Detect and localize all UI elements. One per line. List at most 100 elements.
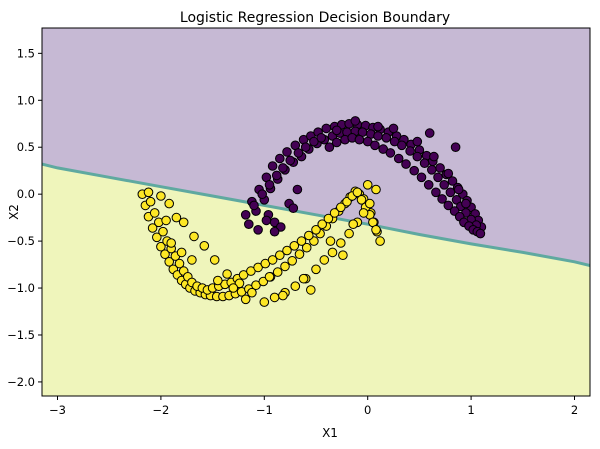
data-point-class-0 [278, 163, 288, 173]
data-point-class-0 [244, 219, 254, 229]
x-tick-label: −1 [256, 403, 273, 417]
data-point-class-0 [331, 125, 342, 136]
data-point-class-1 [145, 196, 156, 207]
data-point-class-0 [288, 203, 299, 213]
data-point-class-1 [311, 225, 321, 235]
data-point-class-1 [348, 219, 359, 229]
data-point-class-1 [264, 272, 275, 282]
data-point-class-0 [393, 153, 404, 164]
y-tick-label: 1.5 [17, 46, 35, 60]
data-point-class-1 [275, 250, 285, 260]
data-point-class-1 [213, 275, 223, 286]
data-point-class-0 [292, 184, 303, 195]
data-point-class-1 [222, 269, 232, 279]
data-point-class-1 [352, 187, 363, 198]
data-point-class-1 [319, 255, 330, 265]
data-point-class-0 [271, 170, 282, 181]
data-point-class-1 [338, 250, 348, 260]
data-point-class-0 [412, 136, 423, 147]
data-point-class-0 [373, 121, 383, 132]
data-point-class-0 [269, 226, 280, 237]
data-point-class-0 [429, 151, 439, 162]
points-layer [137, 116, 487, 307]
data-point-class-0 [424, 128, 435, 138]
data-point-class-1 [306, 285, 316, 295]
plot-area [42, 28, 590, 396]
data-point-class-0 [381, 133, 392, 143]
data-point-class-1 [336, 238, 346, 248]
x-tick-label: −2 [152, 403, 169, 417]
data-point-class-0 [321, 123, 332, 134]
data-point-class-0 [397, 140, 407, 151]
data-point-class-1 [327, 247, 338, 258]
data-point-class-1 [161, 215, 171, 226]
data-point-class-0 [324, 142, 335, 152]
y-tick-label: 0.5 [17, 140, 35, 154]
data-point-class-0 [475, 228, 486, 239]
data-point-class-1 [269, 292, 280, 303]
data-point-class-0 [405, 146, 415, 156]
x-tick-label: 1 [467, 403, 474, 417]
y-tick-label: −2.0 [7, 375, 35, 389]
data-point-class-1 [323, 213, 334, 224]
data-point-class-1 [298, 273, 309, 284]
data-point-class-1 [317, 219, 328, 229]
data-point-class-0 [431, 187, 441, 198]
data-point-class-0 [427, 165, 437, 175]
data-point-class-1 [187, 255, 197, 265]
data-point-class-0 [461, 198, 471, 209]
data-point-class-1 [228, 283, 239, 293]
data-point-class-1 [375, 236, 385, 246]
data-point-class-1 [311, 264, 321, 275]
y-tick-label: −1.0 [7, 281, 35, 295]
data-point-class-1 [158, 226, 168, 237]
x-axis-label: X1 [322, 426, 338, 440]
data-point-class-0 [370, 140, 380, 151]
y-axis-label: X2 [7, 204, 21, 220]
data-point-class-0 [331, 137, 342, 148]
data-point-class-1 [164, 257, 174, 267]
data-point-class-0 [416, 172, 427, 183]
x-tick-label: −3 [49, 403, 66, 417]
data-point-class-0 [423, 180, 434, 190]
data-point-class-1 [371, 184, 381, 195]
data-point-class-1 [238, 270, 249, 280]
data-point-class-0 [433, 172, 443, 183]
y-tick-label: 0.0 [17, 187, 35, 201]
y-axis: −2.0 −1.5 −1.0 −0.5 0.0 0.5 1.0 1.5 [7, 46, 42, 389]
data-point-class-1 [267, 255, 278, 265]
y-tick-label: −0.5 [7, 234, 35, 248]
data-point-class-1 [149, 208, 160, 218]
data-point-class-0 [300, 142, 311, 152]
data-point-class-1 [272, 267, 283, 277]
data-point-class-0 [350, 116, 361, 126]
data-point-class-1 [336, 202, 346, 213]
data-point-class-0 [267, 161, 278, 171]
data-point-class-0 [419, 158, 430, 168]
data-point-class-0 [385, 148, 396, 158]
x-axis: −3 −2 −1 0 1 2 [49, 396, 578, 417]
data-point-class-0 [373, 131, 383, 141]
data-point-class-1 [259, 297, 270, 307]
data-point-class-0 [453, 184, 464, 195]
data-point-class-0 [450, 142, 461, 152]
data-point-class-1 [280, 261, 290, 272]
data-point-class-1 [189, 231, 199, 242]
data-point-class-0 [293, 148, 304, 158]
data-point-class-0 [443, 168, 454, 179]
data-point-class-1 [289, 241, 300, 251]
data-point-class-1 [160, 249, 170, 259]
data-point-class-1 [325, 236, 336, 246]
data-point-class-0 [401, 159, 411, 169]
data-point-class-0 [240, 210, 251, 220]
y-tick-label: 1.0 [17, 93, 35, 107]
data-point-class-0 [285, 155, 296, 166]
data-point-class-0 [439, 180, 450, 190]
data-point-class-1 [247, 287, 257, 298]
data-point-class-0 [257, 189, 268, 199]
data-point-class-1 [174, 258, 185, 269]
data-point-class-1 [209, 255, 220, 265]
x-tick-label: 2 [571, 403, 578, 417]
data-point-class-0 [309, 136, 319, 147]
data-point-class-1 [362, 180, 373, 190]
